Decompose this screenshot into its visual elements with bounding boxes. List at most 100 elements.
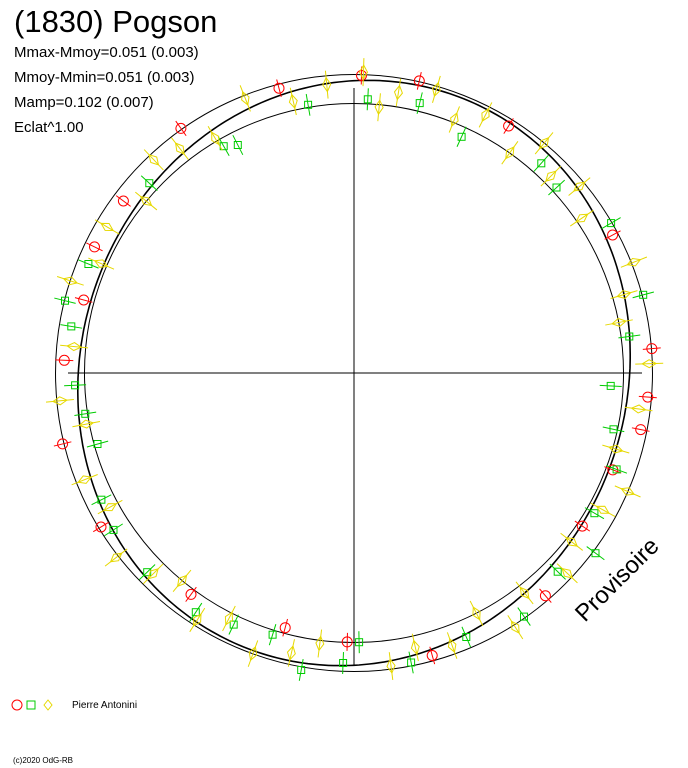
data-point-diamond (386, 658, 396, 675)
data-point-square (415, 99, 424, 108)
data-point-diamond (374, 99, 384, 116)
error-bar (448, 106, 460, 133)
data-point-square (457, 132, 466, 141)
data-point-circle (279, 622, 291, 634)
data-point-square (612, 465, 621, 474)
error-bar (104, 523, 124, 537)
error-bar (91, 494, 112, 506)
error-bar (228, 614, 239, 635)
data-point-circle (635, 424, 647, 436)
data-point-diamond (52, 396, 68, 406)
data-point-diamond (410, 639, 420, 656)
error-bar (72, 420, 101, 428)
legend-square-marker (26, 700, 36, 710)
envelope-circle-1 (55, 74, 653, 672)
data-point-diamond (241, 90, 250, 106)
data-point-diamond (100, 222, 114, 232)
error-bar (377, 93, 381, 122)
error-bar (408, 651, 414, 674)
data-point-diamond (432, 81, 441, 98)
error-bar (175, 120, 187, 137)
error-bar (135, 191, 158, 211)
data-point-diamond (78, 419, 95, 429)
error-bar (104, 548, 128, 567)
error-bar (540, 165, 562, 187)
data-point-diamond (358, 64, 369, 81)
data-point-circle (413, 75, 425, 87)
error-bar (590, 502, 616, 518)
stat-amplitude: Mamp=0.102 (0.007) (14, 94, 154, 111)
data-point-diamond (481, 107, 490, 122)
data-point-square (591, 549, 600, 558)
data-point-square (109, 525, 118, 534)
data-point-diamond (109, 552, 123, 563)
error-bar (185, 586, 197, 602)
error-bar (601, 217, 621, 230)
data-point-diamond (450, 112, 459, 127)
stat-brightness-exponent: Eclat^1.00 (14, 119, 84, 136)
error-bar (143, 149, 164, 171)
error-bar (207, 126, 223, 151)
error-bar (78, 259, 99, 269)
error-bar (599, 384, 622, 387)
data-point-square (233, 141, 242, 149)
error-bar (317, 629, 323, 658)
error-bar (614, 485, 641, 498)
data-point-square (191, 608, 200, 617)
error-bar (416, 92, 423, 114)
data-point-diamond (626, 257, 642, 267)
error-bar (276, 79, 282, 98)
data-point-circle (78, 294, 90, 306)
legend-observer-name: Pierre Antonini (72, 699, 138, 711)
data-point-diamond (66, 342, 83, 352)
error-bar (362, 58, 365, 87)
asteroid-title: (1830) Pogson (14, 4, 218, 39)
error-bar (461, 626, 472, 648)
error-bar (539, 588, 552, 603)
error-bar (305, 93, 311, 116)
data-point-square (339, 659, 348, 667)
error-bar (86, 242, 103, 252)
data-point-square (363, 95, 372, 104)
data-point-square (607, 219, 616, 228)
error-bar (60, 344, 89, 349)
error-bar (610, 290, 638, 299)
data-point-diamond (472, 606, 481, 621)
data-point-square (553, 567, 562, 576)
data-point-circle (175, 122, 187, 134)
data-point-square (143, 568, 152, 577)
data-point-circle (356, 70, 367, 81)
data-point-diamond (286, 645, 296, 661)
data-point-circle (642, 391, 654, 403)
error-bar (469, 600, 484, 627)
stat-max-minus-mean: Mmax-Mmoy=0.051 (0.003) (14, 44, 199, 61)
data-point-diamond (93, 259, 109, 268)
error-bar (618, 334, 641, 339)
error-bar (232, 134, 244, 156)
error-bar (289, 87, 297, 116)
error-bar (605, 319, 633, 326)
data-point-diamond (641, 359, 658, 369)
data-point-circle (117, 195, 129, 207)
data-point-diamond (447, 638, 457, 654)
data-point-circle (185, 588, 197, 600)
error-bar (93, 521, 109, 533)
data-point-circle (646, 343, 658, 355)
error-bar (55, 359, 74, 362)
error-bar (515, 581, 534, 605)
data-point-square (67, 322, 76, 331)
error-bar (534, 132, 554, 155)
error-bar (342, 652, 344, 675)
error-bar (624, 406, 653, 412)
error-bar (620, 256, 648, 268)
data-point-diamond (224, 611, 234, 626)
error-bar (56, 276, 84, 286)
data-point-square (552, 183, 561, 192)
error-bar (501, 141, 519, 165)
error-bar (503, 118, 514, 134)
error-bar (569, 209, 594, 227)
data-point-diamond (616, 290, 632, 299)
data-point-diamond (103, 503, 118, 512)
data-point-circle (95, 521, 107, 533)
error-bar (189, 602, 203, 622)
